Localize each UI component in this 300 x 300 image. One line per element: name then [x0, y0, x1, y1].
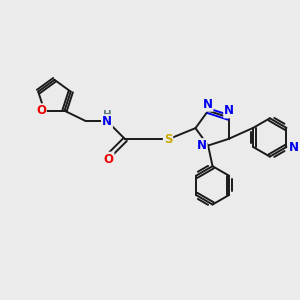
- Text: N: N: [224, 104, 234, 117]
- Text: H: H: [103, 110, 111, 120]
- Text: N: N: [202, 98, 212, 111]
- Text: N: N: [289, 140, 299, 154]
- Text: O: O: [36, 104, 46, 117]
- Text: N: N: [196, 139, 207, 152]
- Text: N: N: [102, 115, 112, 128]
- Text: O: O: [103, 153, 113, 166]
- Text: S: S: [164, 133, 172, 146]
